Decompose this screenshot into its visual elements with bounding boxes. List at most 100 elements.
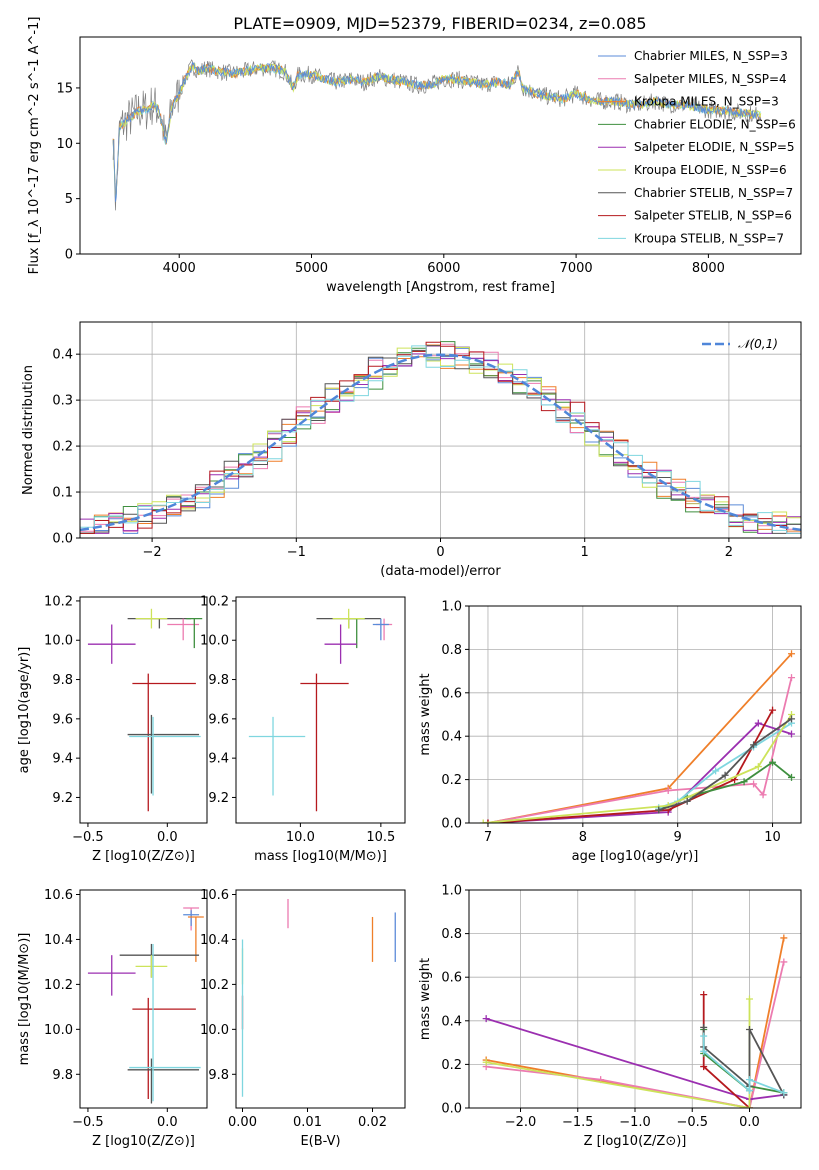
weight-point-marker	[750, 780, 758, 788]
y-tick-label: 9.8	[52, 1068, 73, 1083]
y-tick-label: 0.6	[441, 971, 462, 986]
y-axis-label: Normed distribution	[21, 365, 36, 495]
weight-point-marker	[655, 806, 663, 814]
axes-frame	[79, 36, 802, 255]
y-tick-label: 9.2	[52, 791, 73, 806]
x-tick-label: 10.0	[286, 830, 315, 845]
y-tick-label: 0.8	[441, 927, 462, 942]
weight-point-marker	[700, 1032, 708, 1040]
y-tick-label: 9.4	[208, 752, 229, 767]
weight-point-marker	[754, 763, 762, 771]
y-tick-label: 9.6	[208, 712, 229, 727]
x-tick-label: 1	[581, 545, 589, 560]
x-axis-label: Z [log10(Z/Z⊙)]	[92, 849, 195, 864]
x-tick-label: 0.0	[157, 1115, 178, 1130]
weight-series-line	[487, 709, 774, 823]
y-axis-label: mass [log10(M/M⊙)]	[17, 933, 32, 1066]
weight-series-line	[487, 722, 792, 823]
legend-label: Kroupa ELODIE, N_SSP=6	[634, 163, 787, 177]
panel-z_weight: −2.0 −1.5 −1.0 −0.5 0.0 0.0 0.2 0.4 0.6 0.8 1.0 Z […	[418, 884, 802, 1149]
weight-series-line	[487, 677, 793, 823]
y-axis-label: mass weight	[418, 673, 433, 755]
y-tick-label: 0.0	[441, 817, 462, 832]
y-tick-label: 1.0	[441, 600, 462, 615]
weight-point-marker	[712, 767, 720, 775]
weight-point-marker	[745, 1087, 753, 1095]
y-tick-label: 0.2	[441, 773, 462, 788]
axes-frame	[235, 596, 406, 824]
y-tick-label: 9.8	[52, 673, 73, 688]
y-tick-label: 10.4	[200, 933, 229, 948]
legend-label: Salpeter MILES, N_SSP=4	[634, 72, 787, 86]
y-tick-label: 5	[65, 192, 73, 207]
weight-point-marker	[788, 773, 796, 781]
histogram-series	[80, 347, 801, 534]
panel-age_weight: 7 8 9 10 0.0 0.2 0.4 0.6 0.8 1.0 age [log10(age/yr…	[418, 600, 802, 864]
y-tick-label: 0.1	[52, 486, 73, 501]
x-tick-label: 0.0	[157, 830, 178, 845]
y-tick-label: 9.8	[208, 1068, 229, 1083]
x-tick-label: 0.02	[358, 1115, 387, 1130]
axes-frame	[79, 596, 208, 824]
y-tick-label: 0.6	[441, 686, 462, 701]
y-tick-label: 0.4	[441, 730, 462, 745]
histograms	[80, 341, 801, 534]
errorbars	[241, 898, 396, 1097]
weight-point-marker	[482, 1015, 490, 1023]
weight-point-marker	[769, 758, 777, 766]
x-tick-label: 10.5	[366, 830, 395, 845]
axes-frame	[235, 889, 406, 1109]
y-tick-label: 10.2	[44, 978, 73, 993]
y-tick-label: 10.2	[44, 594, 73, 609]
y-tick-label: 0.2	[441, 1058, 462, 1073]
x-tick-label: 0	[436, 545, 444, 560]
y-tick-label: 0.8	[441, 643, 462, 658]
weight-point-marker	[745, 1104, 753, 1108]
x-tick-label: −0.5	[72, 830, 104, 845]
weight-series-line	[487, 653, 793, 823]
weight-point-marker	[745, 995, 753, 1003]
panel-ebv_mass: 0.00 0.01 0.02 9.8 10.0 10.2 10.4 10.6 E(B-V)	[200, 888, 406, 1149]
x-axis-label: age [log10(age/yr)]	[572, 849, 699, 864]
y-tick-label: 10.0	[200, 1023, 229, 1038]
y-tick-label: 0.0	[52, 532, 73, 547]
x-tick-label: −0.5	[676, 1115, 708, 1130]
y-tick-label: 0.4	[441, 1014, 462, 1029]
weight-point-marker	[740, 778, 748, 786]
x-tick-label: −0.5	[72, 1115, 104, 1130]
panel-residuals: −2 −1 0 1 2 0.0 0.1 0.2 0.3 0.4 (data-model)/error…	[21, 321, 802, 579]
weight-point-marker	[759, 791, 767, 799]
errorbars	[248, 608, 393, 812]
y-tick-label: 9.2	[208, 791, 229, 806]
panel-z_age: −0.5 0.0 9.2 9.4 9.6 9.8 10.0 10.2 Z [log10(Z/Z⊙…	[17, 594, 208, 864]
y-tick-label: 10.0	[44, 1023, 73, 1038]
axes-frame	[468, 889, 802, 1109]
legend: Chabrier MILES, N_SSP=3 Salpeter MILES, N…	[598, 49, 796, 245]
y-tick-label: 10	[56, 137, 73, 152]
weight-point-marker	[700, 1063, 708, 1071]
weight-point-marker	[683, 797, 691, 805]
legend-label: Salpeter ELODIE, N_SSP=5	[634, 140, 795, 154]
weight-point-marker	[750, 741, 758, 749]
panel-spectrum: 4000 5000 6000 7000 8000 0 5 10 15 wavelength [An…	[27, 17, 802, 295]
weight-point-marker	[482, 1058, 490, 1066]
y-tick-label: 0	[65, 248, 73, 263]
x-axis-label: wavelength [Angstrom, rest frame]	[326, 280, 555, 295]
x-tick-label: 6000	[427, 261, 460, 276]
legend-label: Salpeter STELIB, N_SSP=6	[634, 209, 792, 223]
x-tick-label: 0.00	[228, 1115, 257, 1130]
weight-point-marker	[745, 1076, 753, 1084]
histogram-series	[80, 345, 801, 534]
legend-label: Chabrier ELODIE, N_SSP=6	[634, 117, 796, 131]
x-tick-label: 8	[579, 830, 587, 845]
histogram-series	[80, 345, 801, 534]
panel-mass_age: 10.0 10.5 9.2 9.4 9.6 9.8 10.0 10.2 mass [log10(…	[200, 594, 406, 864]
weight-point-marker	[788, 650, 796, 658]
weight-point-marker	[780, 958, 788, 966]
y-tick-label: 0.2	[52, 440, 73, 455]
y-tick-label: 10.0	[200, 634, 229, 649]
errorbars	[87, 608, 203, 812]
figure-title: PLATE=0909, MJD=52379, FIBERID=0234, z=0…	[233, 14, 646, 33]
x-tick-label: −2	[143, 545, 162, 560]
spectrum-lines	[112, 59, 762, 211]
